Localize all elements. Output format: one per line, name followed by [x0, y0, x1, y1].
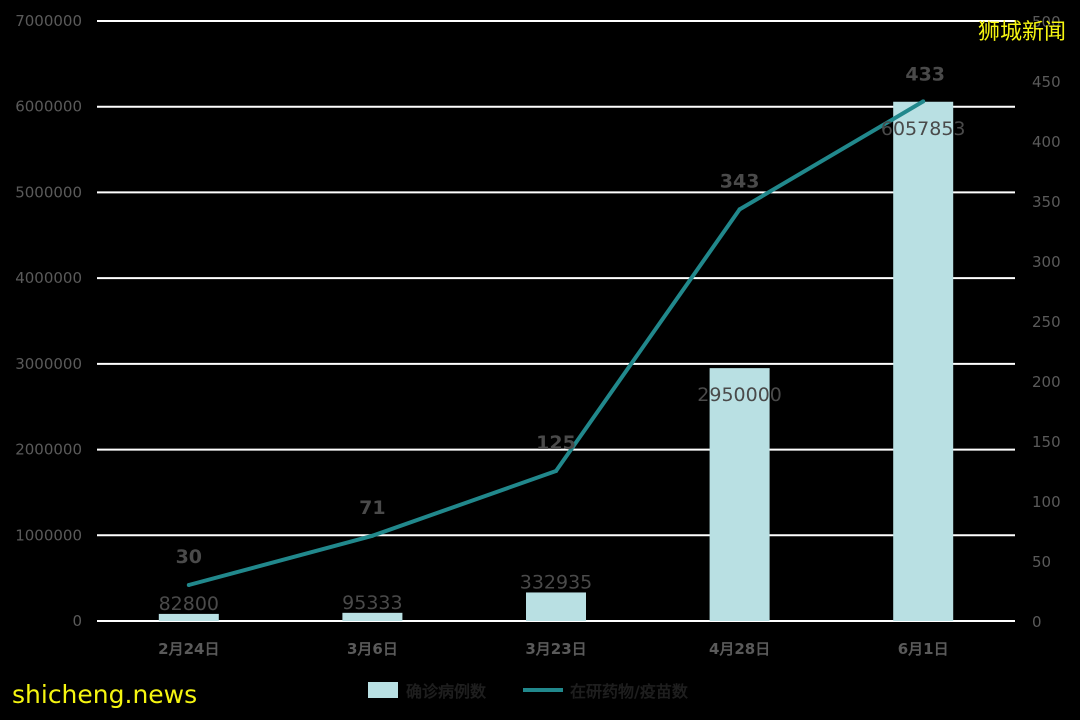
line-point — [370, 533, 375, 538]
line-point — [737, 207, 742, 212]
line-path — [188, 99, 925, 587]
legend-bar-swatch — [368, 682, 398, 698]
right-tick-label: 100 — [1032, 493, 1061, 511]
legend-line-label: 在研药物/疫苗数 — [570, 682, 689, 701]
line-value-label: 125 — [536, 432, 576, 454]
watermark-top-right: 狮城新闻 — [977, 20, 1066, 45]
left-tick-label: 6000000 — [15, 98, 82, 116]
right-tick-label: 150 — [1032, 433, 1061, 451]
right-tick-label: 450 — [1032, 73, 1061, 91]
x-axis: 2月24日 3月6日 3月23日 4月28日 6月1日 — [158, 640, 948, 658]
left-tick-label: 3000000 — [15, 355, 82, 373]
bar-value-label: 2950000 — [697, 384, 782, 406]
bar — [526, 592, 586, 621]
watermark-bottom-left: shicheng.news — [12, 680, 198, 709]
grid-lines — [97, 20, 1015, 622]
legend-bar-label: 确诊病例数 — [406, 682, 487, 701]
line-value-label: 71 — [359, 497, 385, 519]
bar-value-label: 95333 — [342, 592, 402, 614]
bar-value-label: 332935 — [520, 571, 593, 593]
right-y-axis: 0 50 100 150 200 250 300 350 400 450 500 — [1032, 13, 1061, 631]
left-tick-label: 2000000 — [15, 441, 82, 459]
right-tick-label: 0 — [1032, 613, 1042, 631]
right-tick-label: 300 — [1032, 253, 1061, 271]
left-y-axis: 0 1000000 2000000 3000000 4000000 5000000 6000… — [15, 12, 82, 630]
x-tick-label: 3月23日 — [525, 640, 586, 658]
bar — [893, 101, 954, 622]
left-tick-label: 7000000 — [15, 12, 82, 30]
x-tick-label: 2月24日 — [158, 640, 219, 658]
line-series — [186, 99, 926, 587]
bar-data-labels: 82800 95333 332935 2950000 6057853 — [159, 118, 966, 615]
right-tick-label: 350 — [1032, 193, 1061, 211]
line-point — [186, 583, 191, 587]
bar-series — [158, 101, 954, 622]
right-tick-label: 400 — [1032, 133, 1061, 151]
x-tick-label: 3月6日 — [347, 640, 398, 658]
line-point — [921, 99, 926, 104]
right-tick-label: 500 — [1032, 13, 1061, 31]
bar-value-label: 82800 — [159, 593, 219, 615]
line-value-label: 30 — [176, 546, 202, 568]
left-tick-label: 0 — [72, 612, 82, 630]
left-tick-label: 5000000 — [15, 183, 82, 201]
x-tick-label: 6月1日 — [898, 640, 949, 658]
bar-value-label: 6057853 — [881, 118, 966, 140]
line-data-labels: 30 71 125 343 433 — [176, 63, 945, 568]
x-tick-label: 4月28日 — [709, 640, 770, 658]
bar — [342, 612, 403, 621]
line-value-label: 433 — [905, 63, 945, 85]
left-tick-label: 4000000 — [15, 269, 82, 287]
right-tick-label: 200 — [1032, 373, 1061, 391]
right-tick-label: 50 — [1032, 553, 1051, 571]
legend: 确诊病例数 在研药物/疫苗数 — [368, 682, 689, 701]
bar — [158, 613, 219, 621]
line-value-label: 343 — [720, 170, 760, 192]
left-tick-label: 1000000 — [15, 526, 82, 544]
right-tick-label: 250 — [1032, 313, 1061, 331]
bar — [709, 368, 770, 621]
line-point — [554, 469, 558, 473]
